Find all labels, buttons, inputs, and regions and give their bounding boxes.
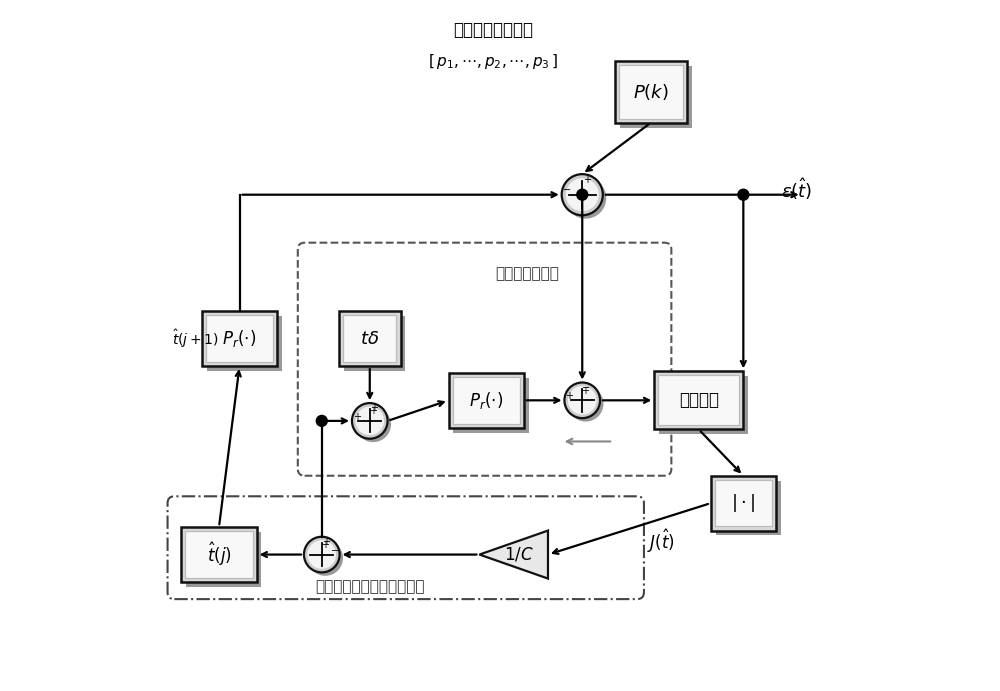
FancyBboxPatch shape <box>207 316 282 371</box>
FancyBboxPatch shape <box>715 480 772 527</box>
Text: −: − <box>582 383 590 392</box>
FancyBboxPatch shape <box>202 311 277 366</box>
Text: $P(k)$: $P(k)$ <box>633 82 669 102</box>
Text: +: + <box>581 386 589 395</box>
Circle shape <box>352 403 388 439</box>
Circle shape <box>565 178 606 218</box>
Text: +: + <box>321 540 329 550</box>
FancyBboxPatch shape <box>344 316 405 371</box>
Circle shape <box>566 178 599 211</box>
Text: 实际多维轮廓向量: 实际多维轮廓向量 <box>453 21 533 39</box>
Text: $J(\hat{t})$: $J(\hat{t})$ <box>647 527 675 555</box>
FancyBboxPatch shape <box>449 373 524 428</box>
Circle shape <box>737 189 750 201</box>
Circle shape <box>564 383 600 418</box>
FancyBboxPatch shape <box>339 311 401 366</box>
Circle shape <box>308 540 336 569</box>
Text: 基于简化牛顿法的估计算法: 基于简化牛顿法的估计算法 <box>315 579 425 594</box>
FancyBboxPatch shape <box>654 371 743 430</box>
Text: +: + <box>369 406 377 416</box>
FancyBboxPatch shape <box>186 532 261 587</box>
Text: $1/C$: $1/C$ <box>504 546 534 564</box>
Circle shape <box>568 386 597 415</box>
Circle shape <box>356 406 384 435</box>
Text: +: + <box>583 175 591 185</box>
Circle shape <box>576 189 588 201</box>
FancyBboxPatch shape <box>659 376 748 434</box>
Text: $P_r(\cdot)$: $P_r(\cdot)$ <box>469 390 503 411</box>
Circle shape <box>307 540 343 576</box>
FancyBboxPatch shape <box>453 378 529 433</box>
FancyBboxPatch shape <box>206 315 273 362</box>
FancyBboxPatch shape <box>181 527 257 582</box>
FancyBboxPatch shape <box>453 377 520 424</box>
FancyBboxPatch shape <box>619 65 683 119</box>
Text: $t\delta$: $t\delta$ <box>360 330 379 348</box>
Text: −: − <box>331 546 339 556</box>
Circle shape <box>562 174 603 216</box>
Text: $P_r(\cdot)$: $P_r(\cdot)$ <box>222 328 257 349</box>
Circle shape <box>316 415 328 427</box>
FancyBboxPatch shape <box>711 475 776 531</box>
Text: +: + <box>353 412 361 422</box>
Text: $|\cdot|$: $|\cdot|$ <box>731 492 756 514</box>
FancyBboxPatch shape <box>185 531 253 578</box>
Text: +: + <box>370 403 378 413</box>
Text: $\hat{t}(j+1)$: $\hat{t}(j+1)$ <box>172 328 219 350</box>
Text: $\varepsilon(\hat{t})$: $\varepsilon(\hat{t})$ <box>781 176 812 202</box>
Text: $[\,p_1,\cdots,p_2,\cdots,p_3\,]$: $[\,p_1,\cdots,p_2,\cdots,p_3\,]$ <box>428 52 558 70</box>
Text: $\hat{t}(j)$: $\hat{t}(j)$ <box>207 541 231 569</box>
FancyBboxPatch shape <box>615 61 687 123</box>
FancyBboxPatch shape <box>716 480 781 536</box>
Circle shape <box>355 406 391 442</box>
FancyBboxPatch shape <box>620 66 692 128</box>
Text: +: + <box>565 391 573 401</box>
Text: −: − <box>563 185 572 195</box>
FancyBboxPatch shape <box>658 375 739 426</box>
Text: 内积运算: 内积运算 <box>679 392 719 409</box>
Polygon shape <box>479 531 548 578</box>
Circle shape <box>304 537 340 572</box>
Text: 一次完整的迭代: 一次完整的迭代 <box>495 266 559 281</box>
Circle shape <box>568 386 604 422</box>
Text: +: + <box>322 537 330 547</box>
FancyBboxPatch shape <box>343 315 396 362</box>
